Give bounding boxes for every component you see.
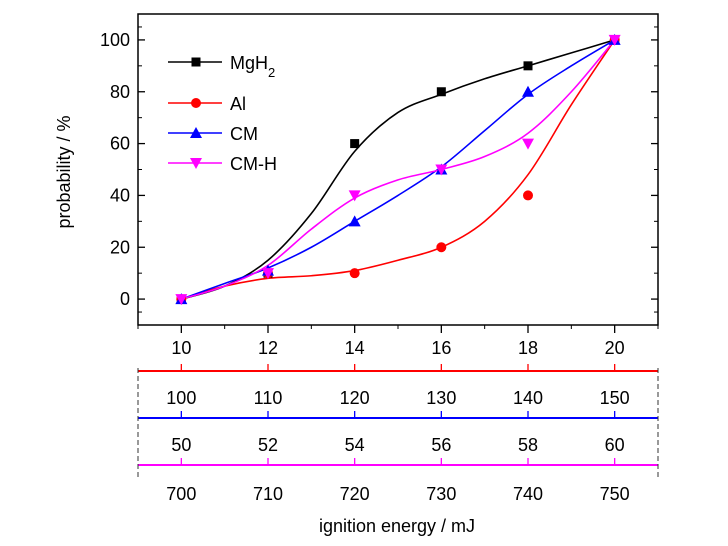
secondary-x-tick-label: 54 bbox=[345, 435, 365, 455]
x-tick-label: 12 bbox=[258, 338, 278, 358]
y-tick-label: 0 bbox=[120, 289, 130, 309]
x-tick-label: 14 bbox=[345, 338, 365, 358]
point-mgh2 bbox=[436, 87, 446, 97]
legend-marker-al bbox=[191, 98, 201, 108]
secondary-x-tick-label: 120 bbox=[340, 388, 370, 408]
y-tick-label: 100 bbox=[100, 30, 130, 50]
legend-marker-cm-h bbox=[190, 158, 202, 169]
y-tick-label: 20 bbox=[110, 237, 130, 257]
secondary-x-tick-label: 100 bbox=[166, 388, 196, 408]
point-cm bbox=[522, 85, 534, 97]
y-tick-label: 80 bbox=[110, 82, 130, 102]
point-cm bbox=[348, 215, 361, 227]
legend-label-subscript: 2 bbox=[268, 65, 275, 80]
legend: MgH2 Al CM CM-H bbox=[168, 53, 277, 174]
secondary-x-tick-label: 130 bbox=[426, 388, 456, 408]
secondary-x-tick-label: 720 bbox=[340, 484, 370, 504]
point-al bbox=[523, 190, 533, 201]
point-cm-h bbox=[435, 164, 448, 176]
legend-label-cm: CM bbox=[230, 124, 258, 144]
point-cm-h bbox=[608, 34, 621, 46]
curve-mgh2 bbox=[181, 39, 615, 300]
secondary-x-tick-label: 58 bbox=[518, 435, 538, 455]
y-tick-label: 60 bbox=[110, 134, 130, 154]
x-tick-label: 20 bbox=[605, 338, 625, 358]
data-markers bbox=[175, 33, 621, 306]
secondary-x-tick-label: 50 bbox=[171, 435, 191, 455]
point-mgh2 bbox=[523, 61, 533, 71]
point-cm-h bbox=[348, 190, 361, 202]
fit-curves bbox=[181, 39, 616, 300]
x-tick-label: 18 bbox=[518, 338, 538, 358]
secondary-x-tick-label: 730 bbox=[426, 484, 456, 504]
y-tick-label: 40 bbox=[110, 185, 130, 205]
x-axis-title: ignition energy / mJ bbox=[319, 516, 475, 536]
secondary-x-tick-label: 150 bbox=[600, 388, 630, 408]
secondary-x-tick-label: 56 bbox=[431, 435, 451, 455]
secondary-x-tick-label: 740 bbox=[513, 484, 543, 504]
legend-label-al: Al bbox=[230, 94, 246, 114]
secondary-x-tick-label: 140 bbox=[513, 388, 543, 408]
y-axis-title: probability / % bbox=[54, 115, 74, 228]
point-cm-h bbox=[262, 268, 274, 280]
point-mgh2 bbox=[350, 139, 360, 149]
legend-marker-mgh2 bbox=[191, 57, 201, 67]
secondary-x-tick-label: 110 bbox=[254, 388, 283, 408]
x-tick-label: 10 bbox=[171, 338, 191, 358]
point-al bbox=[349, 268, 360, 279]
point-cm-h bbox=[175, 294, 188, 306]
legend-label-cm-h: CM-H bbox=[230, 154, 277, 174]
axes: 0 20 40 60 80 100 10 12 14 16 18 20 100 110 120 130 140 1… bbox=[100, 26, 659, 504]
secondary-x-tick-label: 700 bbox=[166, 484, 196, 504]
secondary-x-tick-label: 52 bbox=[258, 435, 278, 455]
secondary-x-tick-label: 750 bbox=[600, 484, 630, 504]
legend-label-mgh2: MgH2 bbox=[230, 53, 275, 80]
x-tick-label: 16 bbox=[431, 338, 451, 358]
curve-cm-h bbox=[181, 39, 616, 300]
point-cm-h bbox=[522, 138, 534, 150]
legend-marker-cm bbox=[190, 127, 202, 138]
secondary-x-tick-label: 60 bbox=[605, 435, 625, 455]
curve-al bbox=[181, 39, 616, 300]
point-al bbox=[436, 242, 447, 253]
secondary-x-tick-label: 710 bbox=[253, 484, 283, 504]
